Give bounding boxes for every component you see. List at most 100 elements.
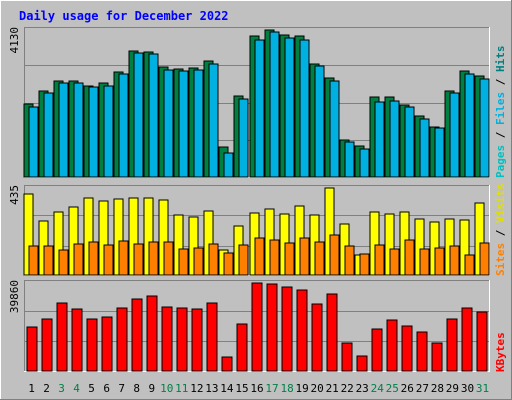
kbytes-legend: KBytes	[494, 332, 507, 372]
sites-bar	[58, 249, 69, 276]
x-tick-label: 15	[235, 382, 248, 395]
sites-bar	[238, 244, 249, 276]
kbytes-bar	[446, 318, 458, 372]
kbytes-bar	[431, 342, 443, 372]
pages-files-hits-panel: 4130 Pages / Files / Hits	[8, 27, 507, 178]
kbytes-bar	[116, 307, 128, 372]
sites-bar	[254, 237, 265, 276]
files-bar	[73, 82, 84, 178]
sites-bar	[434, 247, 445, 276]
sites-bar	[193, 247, 204, 276]
files-bar	[299, 39, 310, 178]
kbytes-bar	[416, 331, 428, 372]
x-tick-label: 10	[160, 382, 173, 395]
sites-bar	[314, 241, 325, 276]
sites-bar	[118, 240, 129, 276]
x-axis-tick-labels: 1 2 3 4 5 6 7 8 9 10 11 12 13 14 15 16 17 18 19 20 21 22 23 24 2…	[28, 382, 489, 395]
sites-bar	[178, 248, 189, 276]
pages-files-hits-legend: Pages / Files / Hits	[494, 46, 507, 179]
files-bar	[254, 39, 265, 178]
files-bar	[133, 52, 144, 178]
sites-bar	[73, 243, 84, 276]
files-bar	[58, 82, 69, 178]
sites-bar	[479, 242, 490, 276]
x-tick-label: 25	[386, 382, 399, 395]
files-bar	[193, 69, 204, 178]
x-tick-label: 29	[446, 382, 459, 395]
files-bar	[208, 63, 219, 178]
kbytes-bar	[176, 307, 188, 372]
kbytes-bar	[191, 308, 203, 372]
kbytes-bar	[326, 293, 338, 372]
sites-bar	[374, 244, 385, 276]
x-tick-label: 22	[341, 382, 354, 395]
files-bar	[88, 86, 99, 178]
kbytes-bar	[356, 355, 368, 372]
files-bar	[359, 148, 370, 178]
sites-bar	[88, 241, 99, 276]
files-bar	[43, 92, 54, 178]
x-tick-label: 2	[43, 382, 50, 395]
files-bar	[404, 106, 415, 178]
kbytes-bar	[401, 325, 413, 372]
sites-visits-panel: 435 Sites / Visits	[8, 183, 507, 276]
files-bar	[374, 101, 385, 178]
sites-visits-ymax-label: 435	[8, 185, 21, 205]
kbytes-bar	[101, 316, 113, 372]
kbytes-bar	[131, 298, 143, 372]
kbytes-bar	[26, 326, 38, 372]
x-tick-label: 17	[265, 382, 278, 395]
files-bar	[284, 37, 295, 178]
kbytes-bar	[476, 311, 488, 372]
x-tick-label: 18	[280, 382, 293, 395]
files-bar	[389, 100, 400, 178]
sites-bar	[269, 239, 280, 276]
sites-bar	[404, 239, 415, 276]
sites-bar	[208, 243, 219, 276]
files-bar	[238, 98, 249, 178]
x-tick-label: 11	[175, 382, 188, 395]
x-tick-label: 26	[401, 382, 414, 395]
sites-bar	[299, 237, 310, 276]
x-tick-label: 4	[73, 382, 80, 395]
x-tick-label: 24	[371, 382, 385, 395]
files-bar	[314, 65, 325, 178]
kbytes-bar	[341, 342, 353, 372]
x-tick-label: 3	[58, 382, 65, 395]
files-bar	[434, 127, 445, 178]
x-tick-label: 6	[103, 382, 110, 395]
kbytes-bar	[146, 295, 158, 372]
x-tick-label: 23	[356, 382, 369, 395]
kbytes-bar	[266, 283, 278, 372]
x-tick-label: 20	[310, 382, 323, 395]
sites-bar	[329, 234, 340, 276]
kbytes-bar	[461, 307, 473, 372]
kbytes-bar	[281, 286, 293, 372]
kbytes-bar	[386, 319, 398, 372]
chart-panels: 4130 Pages / Files / Hits 435 Sites / Visit…	[8, 27, 507, 372]
files-bar	[449, 92, 460, 178]
kbytes-bar	[56, 302, 68, 372]
files-bar	[344, 141, 355, 178]
sites-bar	[28, 245, 39, 276]
files-series	[28, 31, 490, 178]
files-bar	[163, 69, 174, 178]
files-bar	[419, 118, 430, 178]
sites-bar	[284, 242, 295, 276]
kbytes-bar	[296, 289, 308, 372]
x-tick-label: 19	[295, 382, 308, 395]
kbytes-bar	[221, 356, 233, 372]
files-bar	[223, 152, 234, 178]
kbytes-bar	[236, 323, 248, 372]
kbytes-bar	[371, 328, 383, 372]
sites-bar	[133, 243, 144, 276]
x-tick-label: 30	[461, 382, 474, 395]
kbytes-bar	[251, 282, 263, 372]
files-bar	[28, 106, 39, 178]
sites-bar	[359, 253, 370, 276]
sites-bar	[449, 245, 460, 276]
kbytes-bar	[206, 302, 218, 372]
kbytes-bar	[71, 308, 83, 372]
sites-bar	[163, 241, 174, 276]
x-tick-label: 9	[148, 382, 155, 395]
